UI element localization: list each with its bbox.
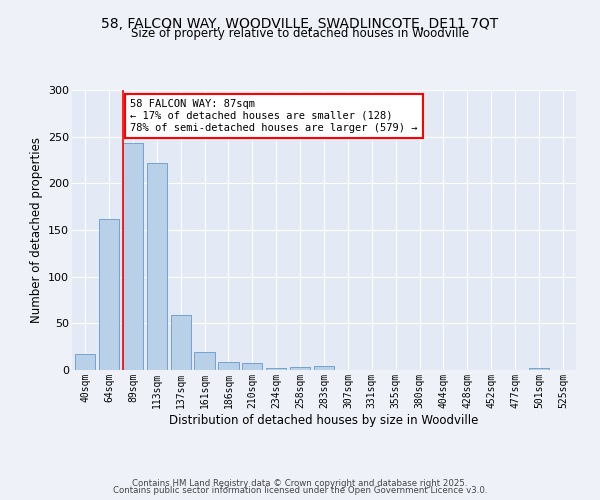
X-axis label: Distribution of detached houses by size in Woodville: Distribution of detached houses by size … bbox=[169, 414, 479, 426]
Bar bbox=[218, 362, 239, 370]
Text: 58, FALCON WAY, WOODVILLE, SWADLINCOTE, DE11 7QT: 58, FALCON WAY, WOODVILLE, SWADLINCOTE, … bbox=[101, 18, 499, 32]
Bar bbox=[146, 163, 167, 370]
Bar bbox=[314, 366, 334, 370]
Text: Contains public sector information licensed under the Open Government Licence v3: Contains public sector information licen… bbox=[113, 486, 487, 495]
Bar bbox=[290, 367, 310, 370]
Bar bbox=[75, 354, 95, 370]
Bar bbox=[194, 352, 215, 370]
Bar bbox=[242, 364, 262, 370]
Text: Size of property relative to detached houses in Woodville: Size of property relative to detached ho… bbox=[131, 28, 469, 40]
Bar bbox=[123, 143, 143, 370]
Bar bbox=[99, 219, 119, 370]
Bar bbox=[529, 368, 549, 370]
Bar bbox=[170, 315, 191, 370]
Text: Contains HM Land Registry data © Crown copyright and database right 2025.: Contains HM Land Registry data © Crown c… bbox=[132, 478, 468, 488]
Text: 58 FALCON WAY: 87sqm
← 17% of detached houses are smaller (128)
78% of semi-deta: 58 FALCON WAY: 87sqm ← 17% of detached h… bbox=[130, 100, 418, 132]
Bar bbox=[266, 368, 286, 370]
Y-axis label: Number of detached properties: Number of detached properties bbox=[29, 137, 43, 323]
